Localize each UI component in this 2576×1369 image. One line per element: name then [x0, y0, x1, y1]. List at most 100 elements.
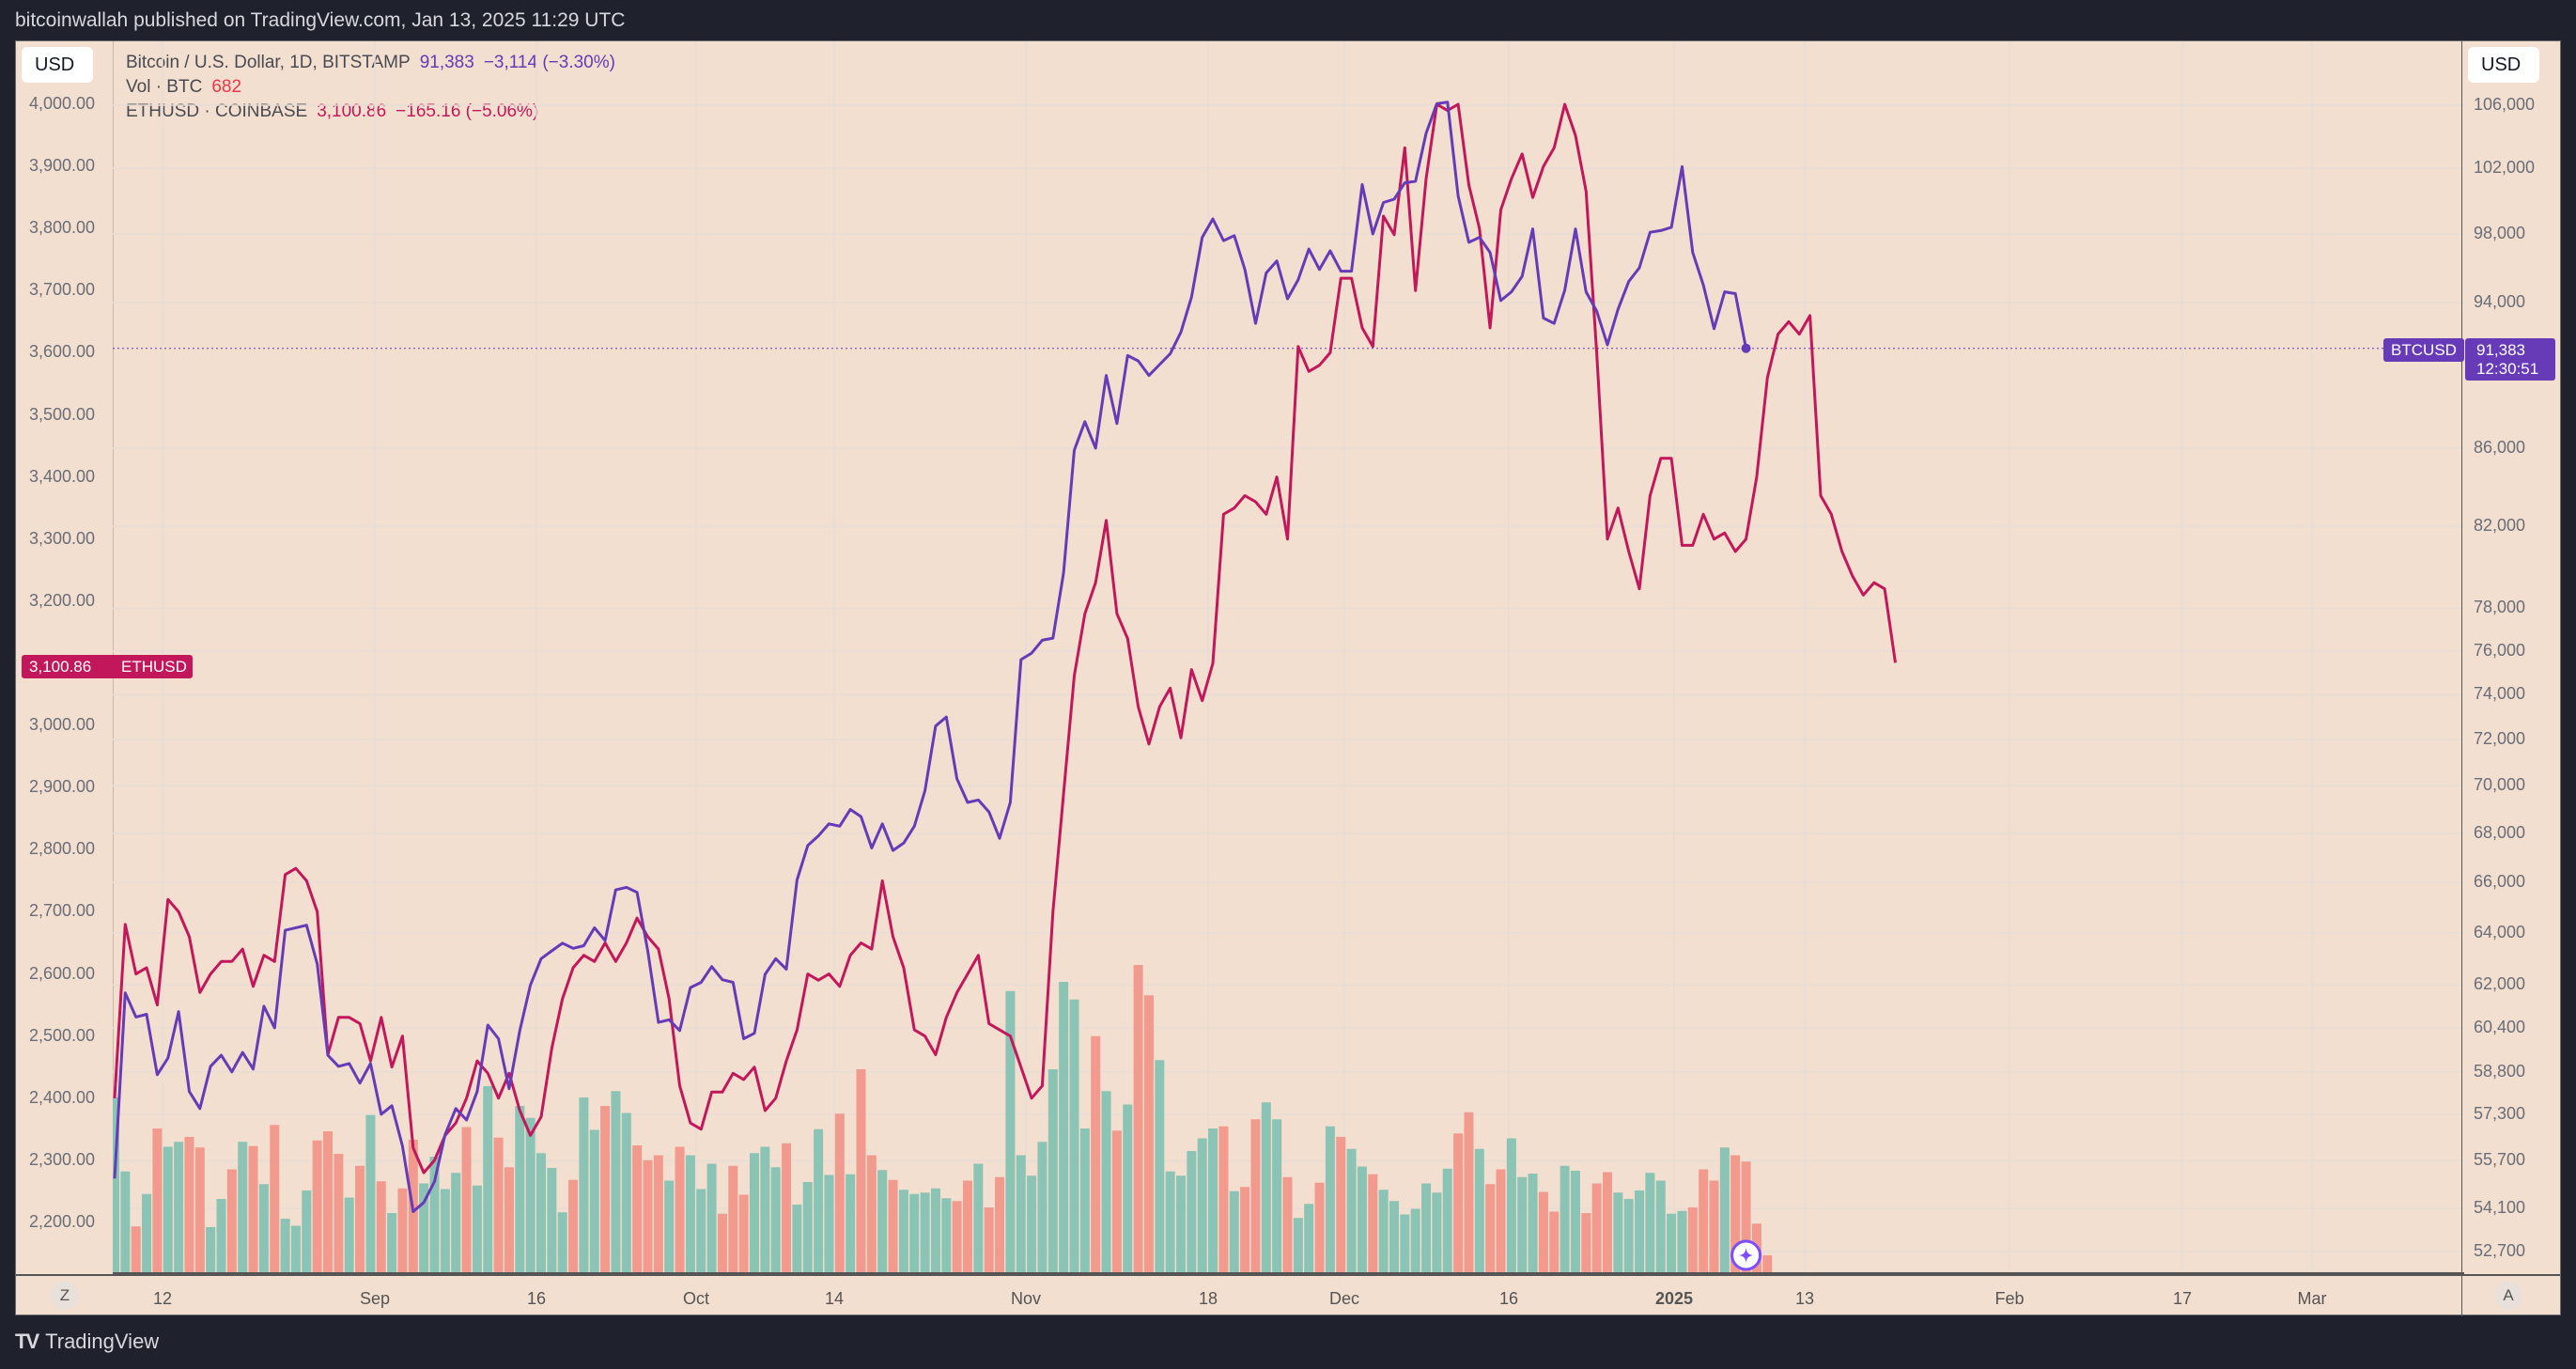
volume-bar — [1655, 1180, 1666, 1272]
legend-eth-price: 3,100.86 — [317, 101, 387, 121]
volume-bar — [557, 1212, 567, 1272]
volume-bar — [419, 1183, 429, 1272]
volume-bar — [355, 1165, 365, 1272]
btc-badge-countdown: 12:30:51 — [2476, 360, 2539, 378]
volume-bar — [632, 1145, 643, 1272]
volume-bar — [589, 1129, 599, 1272]
right-axis-tick: 66,000 — [2474, 872, 2526, 892]
volume-bar — [515, 1106, 525, 1272]
volume-bar — [963, 1180, 972, 1272]
volume-bar — [1272, 1119, 1282, 1272]
right-axis-tick: 74,000 — [2474, 684, 2526, 704]
volume-bar — [834, 1113, 845, 1272]
volume-bar — [1314, 1182, 1325, 1272]
volume-bar — [1506, 1138, 1516, 1272]
volume-bar — [1741, 1161, 1751, 1272]
time-axis-tick: Feb — [1994, 1289, 2025, 1308]
right-axis-tick: 58,800 — [2474, 1061, 2526, 1081]
volume-bar — [909, 1193, 920, 1272]
volume-bar — [750, 1153, 759, 1272]
left-axis-tick: 2,900.00 — [29, 777, 96, 797]
volume-bar — [547, 1168, 557, 1272]
volume-bar — [696, 1189, 706, 1272]
volume-bar — [1208, 1128, 1218, 1272]
left-axis-tick: 3,800.00 — [29, 218, 96, 238]
volume-bar — [1304, 1204, 1314, 1272]
volume-bar — [1667, 1213, 1677, 1272]
right-axis-tick: 102,000 — [2474, 158, 2536, 178]
legend: Bitcoin / U.S. Dollar, 1D, BITSTAMP 91,38… — [126, 51, 615, 124]
volume-bar — [344, 1197, 354, 1272]
volume-bar — [365, 1114, 376, 1272]
left-axis-tick: 2,300.00 — [29, 1149, 96, 1169]
volume-bar — [536, 1153, 546, 1272]
left-axis-tick: 2,400.00 — [29, 1087, 96, 1107]
volume-bar — [1250, 1119, 1261, 1272]
volume-bar — [1378, 1190, 1389, 1272]
volume-bar — [1517, 1176, 1528, 1272]
volume-bar — [846, 1174, 856, 1272]
legend-btc-price: 91,383 — [419, 53, 474, 72]
time-axis[interactable]: Z 12 Sep 16 Oct 14 Nov 18 Dec 16 2025 13 Feb 17 Mar A — [16, 1274, 2560, 1316]
right-price-axis[interactable]: USD 106,000 102,000 98,000 94,000 86,000 82,0… — [2461, 41, 2560, 1274]
volume-bar — [1432, 1192, 1442, 1272]
volume-bar — [888, 1179, 898, 1272]
left-axis-tick: 4,000.00 — [29, 94, 96, 113]
right-axis-tick: 76,000 — [2474, 640, 2526, 660]
volume-bar — [600, 1106, 611, 1272]
volume-bar — [1325, 1126, 1335, 1272]
volume-bar — [206, 1227, 216, 1272]
footer-brand-name: TradingView — [45, 1330, 160, 1353]
auto-scale-button[interactable]: A — [2494, 1282, 2522, 1310]
volume-bar — [738, 1194, 749, 1272]
volume-bar — [1027, 1175, 1037, 1272]
volume-bar — [1047, 1069, 1058, 1272]
volume-bar — [1005, 990, 1016, 1272]
volume-bar — [1101, 1091, 1111, 1272]
legend-btc[interactable]: Bitcoin / U.S. Dollar, 1D, BITSTAMP 91,38… — [126, 51, 615, 75]
zoom-button[interactable]: Z — [51, 1282, 79, 1310]
btc-price-line — [113, 101, 1747, 1213]
plot-area[interactable] — [113, 41, 2464, 1274]
left-axis-tick: 2,700.00 — [29, 901, 96, 921]
volume-bar — [184, 1137, 194, 1272]
legend-btc-title: Bitcoin / U.S. Dollar, 1D, BITSTAMP — [126, 53, 411, 72]
volume-bar — [898, 1190, 908, 1272]
volume-bar — [930, 1188, 940, 1272]
volume-bar — [1079, 1128, 1090, 1272]
volume-bar — [174, 1142, 184, 1272]
sparkle-icon[interactable] — [1730, 1239, 1762, 1271]
time-axis-tick: Sep — [359, 1289, 391, 1308]
time-axis-tick: 12 — [152, 1289, 173, 1308]
right-unit-button[interactable]: USD — [2468, 47, 2539, 83]
volume-bar — [675, 1146, 685, 1272]
right-axis-tick: 94,000 — [2474, 291, 2526, 311]
volume-bar — [1613, 1192, 1623, 1272]
volume-bar — [1155, 1060, 1165, 1272]
legend-vol-title: Vol · BTC — [126, 77, 203, 97]
legend-btc-change: −3,114 (−3.30%) — [483, 53, 615, 72]
volume-bar — [1059, 982, 1069, 1272]
volume-bar — [611, 1091, 621, 1272]
left-axis-tick: 3,600.00 — [29, 342, 96, 362]
legend-vol-value: 682 — [211, 77, 242, 97]
volume-bar — [621, 1112, 631, 1272]
volume-bar — [685, 1155, 695, 1272]
volume-bar — [1581, 1213, 1591, 1272]
volume-bar — [440, 1189, 450, 1272]
volume-bar — [376, 1181, 386, 1272]
volume-bar — [1261, 1102, 1271, 1272]
left-unit-button[interactable]: USD — [22, 47, 93, 83]
btc-price-badge: 91,383 12:30:51 — [2465, 338, 2555, 381]
volume-bar — [1187, 1151, 1197, 1272]
volume-bar — [1645, 1173, 1655, 1272]
left-axis-tick: 3,400.00 — [29, 466, 96, 486]
volume-bar — [1719, 1147, 1730, 1272]
volume-bar — [664, 1180, 675, 1272]
volume-bar — [1687, 1207, 1698, 1272]
legend-eth[interactable]: ETHUSD · COINBASE 3,100.86 −165.16 (−5.06%… — [126, 100, 615, 124]
volume-bar — [1421, 1183, 1432, 1272]
right-axis-tick: 72,000 — [2474, 729, 2526, 749]
legend-vol[interactable]: Vol · BTC 682 — [126, 75, 615, 100]
volume-bar — [770, 1167, 781, 1272]
